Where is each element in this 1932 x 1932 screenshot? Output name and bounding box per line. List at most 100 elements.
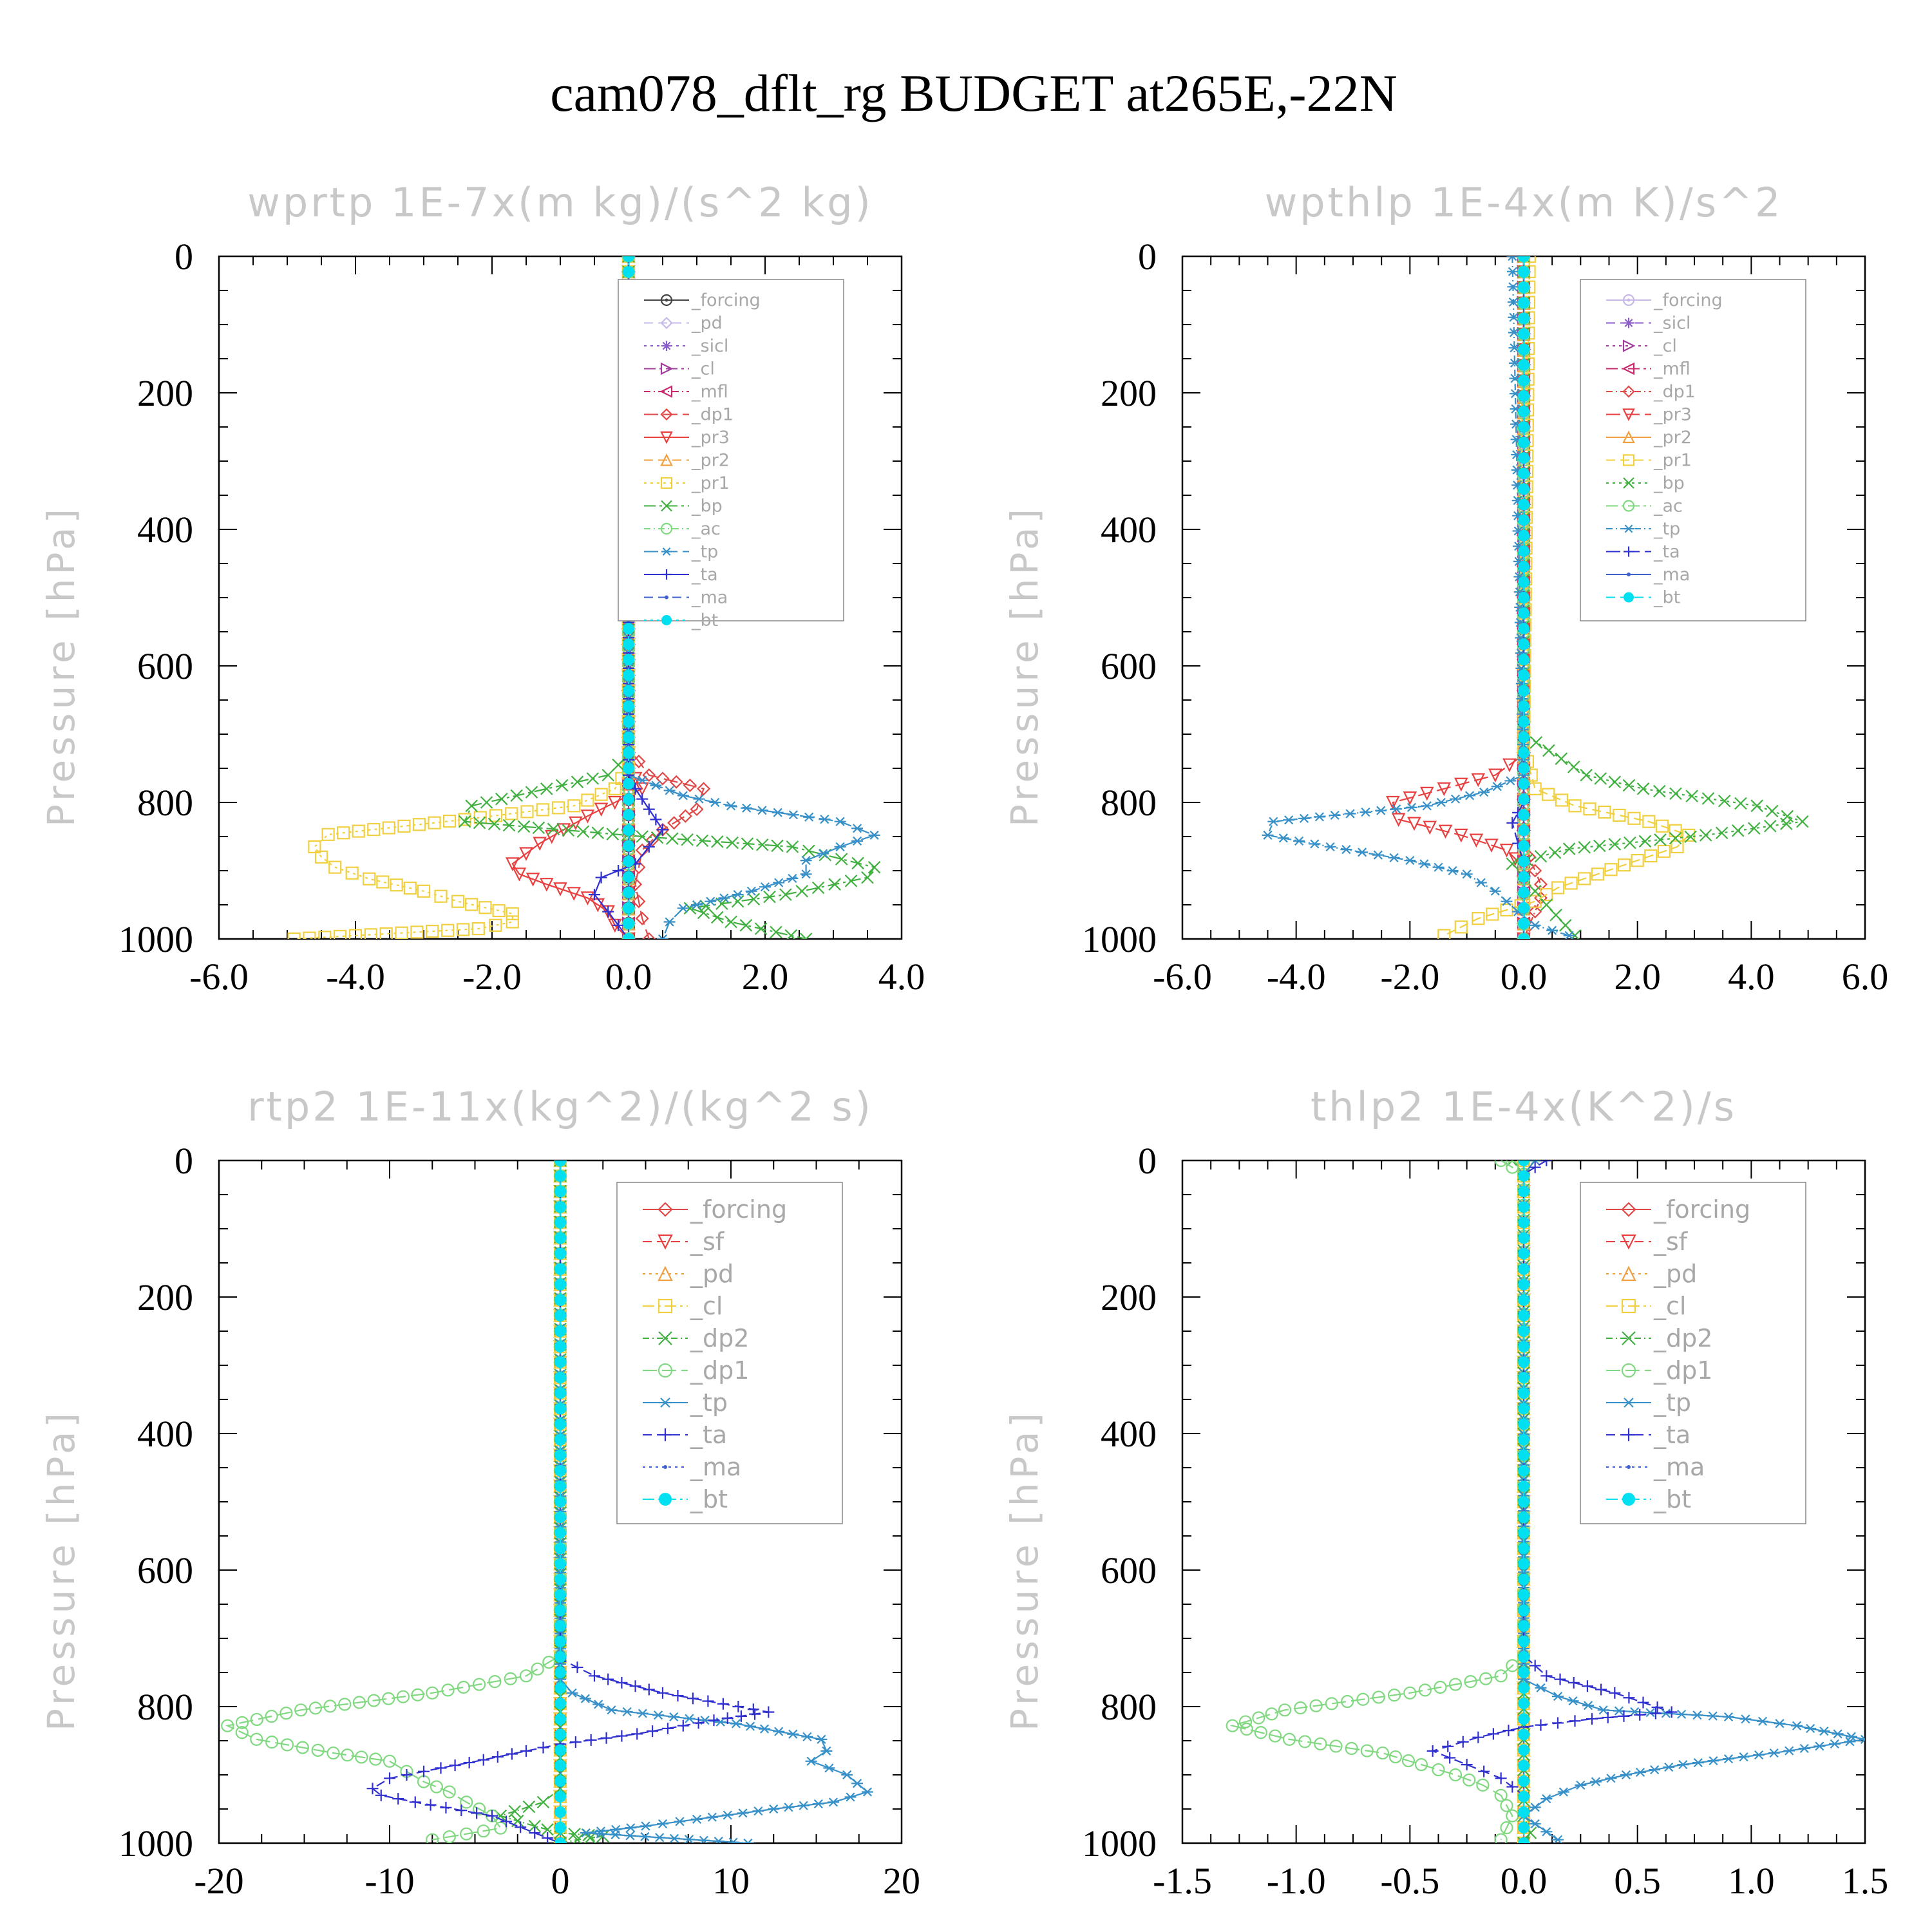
y-tick-label: 0: [1138, 236, 1157, 278]
x-tick-label: -6.0: [189, 956, 249, 998]
legend-entry: _dp2: [1606, 1324, 1712, 1352]
y-tick-label: 200: [137, 1276, 193, 1318]
y-tick-label: 400: [1101, 1413, 1157, 1455]
legend-label: _pr2: [691, 451, 730, 471]
y-tick-label: 600: [1101, 1549, 1157, 1591]
y-tick-label: 1000: [1082, 918, 1157, 960]
series-line: [1392, 256, 1525, 939]
legend-entry: _tp: [1606, 519, 1680, 539]
y-tick-label: 800: [1101, 782, 1157, 824]
legend-label: _sf: [690, 1227, 725, 1256]
series_pr1: [287, 256, 636, 939]
legend-entry: _pd: [1606, 1260, 1697, 1288]
legend-label: _dp2: [1653, 1324, 1712, 1352]
y-tick-label: 1000: [118, 918, 193, 960]
x-tick-label: -6.0: [1153, 956, 1212, 998]
legend-entry: _pr3: [1606, 405, 1692, 425]
series-line: [225, 1160, 562, 1841]
y-tick-label: 1000: [1082, 1823, 1157, 1864]
legend: _forcing _sf _pd _cl _dp2 _dp1 _tp _ta _ma _bt: [1580, 1182, 1806, 1524]
legend-entry: _ta: [1606, 542, 1680, 562]
legend-label: _pd: [1653, 1260, 1697, 1288]
y-tick-label: 0: [175, 236, 193, 278]
legend-label: _ta: [1653, 1421, 1690, 1449]
y-axis-label: Pressure [hPa]: [1003, 505, 1046, 827]
legend-entry: _ma: [1606, 1453, 1705, 1481]
legend-label: _pr1: [1653, 451, 1692, 471]
legend-label: _pr3: [691, 428, 730, 448]
x-tick-label: -2.0: [462, 956, 522, 998]
legend-entry: _dp1: [1606, 1356, 1712, 1385]
legend-box: [618, 279, 844, 621]
legend-label: _bp: [691, 497, 723, 516]
legend-label: _pr3: [1653, 405, 1692, 425]
legend-entry: _tp: [643, 1388, 728, 1417]
x-tick-label: 6.0: [1842, 956, 1889, 998]
legend-label: _bt: [690, 1485, 728, 1513]
legend-entry: _sf: [643, 1227, 725, 1256]
legend: _forcing _pd_sicl _cl _mfl _dp1 _pr3 _pr2_pr1 _…: [618, 279, 844, 630]
x-tick-label: -20: [194, 1860, 243, 1902]
x-tick-label: -1.5: [1153, 1860, 1212, 1902]
x-tick-label: -2.0: [1380, 956, 1439, 998]
legend-box: [1580, 279, 1806, 621]
panel-4: thlp2 1E-4x(K^2)/s Pressure [hPa] 0 200 400 6…: [1003, 1083, 1888, 1902]
legend-entry: _ac: [644, 519, 721, 539]
legend-entry: _ta: [1606, 1421, 1690, 1449]
legend-entry: _ta: [644, 565, 718, 585]
series-line: [1522, 1160, 1865, 1841]
legend-label: _forcing: [690, 1195, 787, 1224]
legend-label: _ma: [691, 588, 728, 608]
legend-label: _dp1: [691, 405, 734, 425]
y-tick-label: 800: [1101, 1686, 1157, 1728]
legend-label: _dp1: [1653, 1356, 1712, 1385]
x-tick-label: 0.0: [605, 956, 652, 998]
legend-label: _cl: [691, 359, 715, 379]
panel-title: rtp2 1E-11x(kg^2)/(kg^2 s): [247, 1083, 873, 1130]
legend-entry: _tp: [1606, 1388, 1691, 1417]
legend-entry: _forcing: [643, 1195, 787, 1224]
legend-label: _ma: [690, 1453, 741, 1481]
legend-label: _dp1: [1653, 382, 1696, 402]
legend-label: _bt: [1653, 588, 1680, 608]
legend-box: [1580, 1182, 1806, 1524]
x-tick-label: -0.5: [1380, 1860, 1439, 1902]
x-tick-label: -1.0: [1267, 1860, 1326, 1902]
series_pr3: [1386, 256, 1531, 939]
y-tick-label: 400: [1101, 509, 1157, 551]
legend-label: _bt: [691, 611, 718, 630]
series-line: [1522, 256, 1542, 939]
x-tick-label: 10: [712, 1860, 750, 1902]
legend: _forcing _sf _pd _cl _dp2 _dp1 _tp _ta _ma _bt: [616, 1182, 843, 1524]
legend-label: _sicl: [1653, 314, 1690, 334]
legend-entry: _bt: [643, 1485, 728, 1513]
legend-entry: _bt: [1606, 588, 1680, 608]
legend-label: _tp: [691, 542, 718, 562]
legend-label: _dp1: [690, 1356, 749, 1385]
panel-title: wpthlp 1E-4x(m K)/s^2: [1265, 179, 1783, 226]
legend-label: _ta: [1653, 542, 1680, 562]
legend-entry: _dp1: [643, 1356, 749, 1385]
legend-label: _bp: [1653, 473, 1685, 493]
x-tick-label: 0: [551, 1860, 570, 1902]
y-tick-label: 600: [137, 645, 193, 687]
legend-entry: _cl: [643, 1292, 723, 1320]
legend-entry: _ta: [643, 1421, 727, 1449]
legend-label: _mfl: [691, 382, 728, 402]
legend-entry: _bt: [644, 611, 718, 630]
y-tick-label: 800: [137, 1686, 193, 1728]
legend-entry: _pr2: [644, 451, 730, 471]
series_bt: [554, 1160, 566, 1843]
y-tick-label: 400: [137, 509, 193, 551]
series-line: [1229, 1160, 1525, 1841]
series_bt: [1518, 256, 1530, 939]
x-tick-label: 20: [883, 1860, 920, 1902]
series_bt: [1518, 1160, 1530, 1843]
x-tick-label: -4.0: [1267, 956, 1326, 998]
legend-entry: _bp: [644, 497, 723, 516]
x-tick-label: 1.0: [1728, 1860, 1775, 1902]
figure-title: cam078_dflt_rg BUDGET at265E,-22N: [550, 64, 1397, 122]
legend-label: _bt: [1653, 1485, 1691, 1513]
legend-label: _pr1: [691, 473, 730, 493]
series-line: [294, 256, 630, 939]
